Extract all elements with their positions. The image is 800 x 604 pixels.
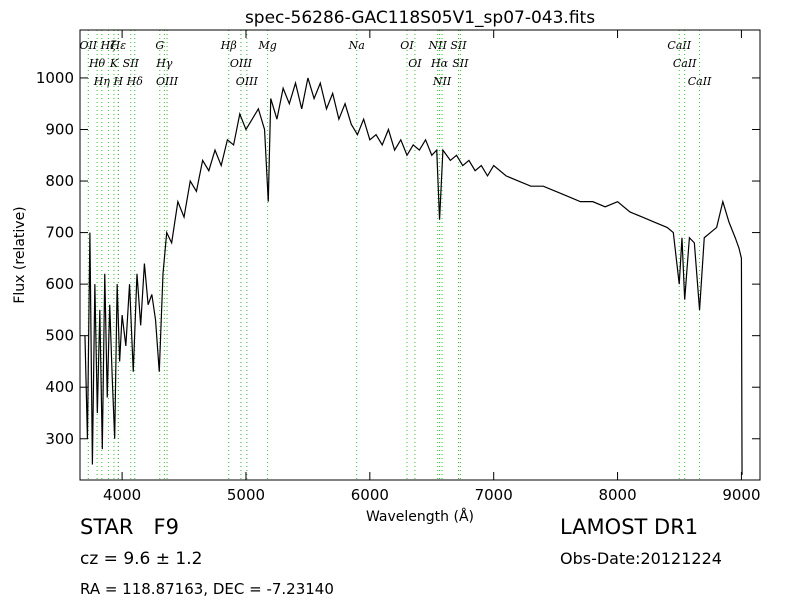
y-tick-label: 700 — [45, 224, 74, 242]
y-tick-label: 600 — [45, 275, 74, 293]
spectral-line-label: K — [109, 57, 119, 70]
obs-date: Obs-Date:20121224 — [560, 549, 722, 568]
y-tick-label: 1000 — [36, 69, 74, 87]
y-tick-label: 400 — [45, 378, 74, 396]
spectral-line-label: Hη — [93, 75, 111, 88]
spectral-line-label: Hδ — [126, 75, 144, 88]
spectral-line-label: H — [112, 75, 123, 88]
y-tick-label: 500 — [45, 327, 74, 345]
spectrum-line — [84, 77, 743, 475]
spectral-line-label: SII — [452, 57, 469, 70]
spectral-line-label: NII — [432, 75, 452, 88]
spectral-line-label: Na — [348, 39, 365, 52]
spectral-line-label: Hγ — [155, 57, 173, 70]
x-tick-label: 4000 — [103, 486, 141, 504]
spectral-line-label: Hα — [430, 57, 449, 70]
x-tick-label: 6000 — [351, 486, 389, 504]
x-tick-label: 5000 — [227, 486, 265, 504]
spectral-line-label: OI — [408, 57, 422, 70]
spectral-line-label: G — [155, 39, 164, 52]
spectral-line-label: Hε — [110, 39, 127, 52]
spectral-line-label: OIII — [156, 75, 179, 88]
spectral-line-label: SII — [450, 39, 467, 52]
spectral-line-label: Hζ — [100, 39, 118, 52]
spectral-line-label: OIII — [230, 57, 253, 70]
redshift: cz = 9.6 ± 1.2 — [80, 549, 202, 569]
x-axis-label: Wavelength (Å) — [366, 508, 474, 525]
spectral-line-label: OIII — [236, 75, 259, 88]
spectral-line-label: CaII — [673, 57, 697, 70]
chart-title: spec-56286-GAC118S05V1_sp07-043.fits — [245, 8, 595, 28]
spectral-line-label: Hβ — [220, 39, 237, 52]
y-tick-label: 900 — [45, 120, 74, 138]
object-class: STAR F9 — [80, 515, 179, 539]
survey: LAMOST DR1 — [560, 515, 698, 539]
x-tick-label: 9000 — [722, 486, 760, 504]
x-tick-label: 8000 — [598, 486, 636, 504]
spectral-line-label: Mg — [257, 39, 276, 52]
y-axis-label: Flux (relative) — [12, 206, 28, 303]
spectral-line-label: SII — [123, 57, 140, 70]
plot-frame — [79, 29, 761, 481]
y-tick-label: 300 — [45, 430, 74, 448]
spectral-line-label: CaII — [667, 39, 691, 52]
spectral-line-label: NII — [428, 39, 448, 52]
x-tick-label: 7000 — [475, 486, 513, 504]
spectral-line-label: CaII — [688, 75, 712, 88]
spectral-line-label: OI — [400, 39, 414, 52]
coordinates: RA = 118.87163, DEC = -7.23140 — [80, 580, 334, 598]
spectral-line-label: OII — [79, 39, 97, 52]
y-tick-label: 800 — [45, 172, 74, 190]
spectral-line-label: Hθ — [88, 57, 106, 70]
